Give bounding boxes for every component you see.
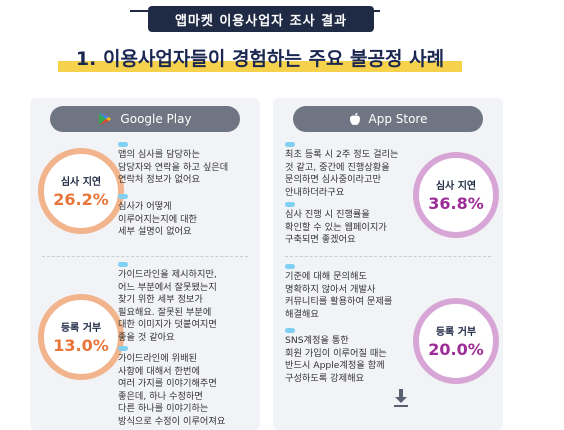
metric-value: 20.0% bbox=[428, 340, 484, 359]
metric-circle: 등록 거부 13.0% bbox=[38, 294, 124, 380]
quote-mark-icon bbox=[285, 264, 295, 269]
store-name: Google Play bbox=[120, 112, 192, 126]
google-play-icon bbox=[99, 113, 112, 125]
metric-label: 등록 거부 bbox=[435, 327, 477, 338]
quote-text: 가이드라인을 제시하지만, 어느 부분에서 잘못됐는지 찾기 위한 세부 정보가… bbox=[118, 269, 217, 343]
metric-label: 심사 지연 bbox=[60, 177, 102, 188]
quote-text: 최초 등록 시 2주 정도 걸리는 것 같고, 중간에 진행상황을 문의하면 심… bbox=[285, 149, 399, 198]
apple-icon bbox=[349, 112, 360, 125]
quote: 가이드라인에 위배된 사항에 대해서 한번에 여러 가지를 이야기해주면 좋은데… bbox=[118, 346, 225, 428]
quote-mark-icon bbox=[118, 262, 128, 267]
metric-label: 심사 지연 bbox=[435, 181, 477, 192]
quote-mark-icon bbox=[285, 142, 295, 147]
title-highlight bbox=[58, 61, 462, 72]
google-play-panel: Google Play 심사 지연 26.2% 앱의 심사를 담당하는 담당자와… bbox=[30, 98, 260, 430]
quote: 앱의 심사를 담당하는 담당자와 연락을 하고 싶은데 연락처 정보가 없어요 bbox=[118, 142, 228, 187]
quote-mark-icon bbox=[118, 194, 128, 199]
quote-text: 심사가 어떻게 이루어지는지에 대한 세부 설명이 없어요 bbox=[118, 201, 197, 237]
quote-mark-icon bbox=[285, 328, 295, 333]
quote-mark-icon bbox=[118, 346, 128, 351]
quote-text: 가이드라인에 위배된 사항에 대해서 한번에 여러 가지를 이야기해주면 좋은데… bbox=[118, 353, 226, 427]
metric-circle: 등록 거부 20.0% bbox=[413, 298, 499, 384]
quote: 심사 진행 시 진행률을 확인할 수 있는 웹페이지가 구축되면 좋겠어요 bbox=[285, 202, 387, 247]
report-subtitle: 앱마켓 이용사업자 조사 결과 bbox=[148, 6, 374, 32]
metric-value: 13.0% bbox=[53, 336, 109, 355]
metric-value: 26.2% bbox=[53, 190, 109, 209]
app-store-panel: App Store 최초 등록 시 2주 정도 걸리는 것 같고, 중간에 진행… bbox=[273, 98, 503, 430]
divider bbox=[285, 256, 491, 257]
quote: SNS계정을 통한 회원 가입이 이루어질 때는 반드시 Apple계정을 함께… bbox=[285, 328, 387, 385]
google-play-header: Google Play bbox=[50, 106, 240, 132]
page-title-text: 1. 이용사업자들이 경험하는 주요 불공정 사례 bbox=[75, 47, 445, 70]
quote: 최초 등록 시 2주 정도 걸리는 것 같고, 중간에 진행상황을 문의하면 심… bbox=[285, 142, 398, 199]
quote: 심사가 어떻게 이루어지는지에 대한 세부 설명이 없어요 bbox=[118, 194, 197, 239]
download-arrow-icon[interactable] bbox=[393, 388, 409, 408]
quote: 가이드라인을 제시하지만, 어느 부분에서 잘못됐는지 찾기 위한 세부 정보가… bbox=[118, 262, 217, 344]
quote: 기준에 대해 문의해도 명확하지 않아서 개발사 커뮤니티를 활용하여 문제를 … bbox=[285, 264, 392, 321]
metric-circle: 심사 지연 26.2% bbox=[38, 148, 124, 234]
quote-mark-icon bbox=[285, 202, 295, 207]
quote-text: SNS계정을 통한 회원 가입이 이루어질 때는 반드시 Apple계정을 함께… bbox=[285, 335, 387, 384]
metric-label: 등록 거부 bbox=[60, 323, 102, 334]
quote-text: 기준에 대해 문의해도 명확하지 않아서 개발사 커뮤니티를 활용하여 문제를 … bbox=[285, 271, 393, 320]
metric-value: 36.8% bbox=[428, 194, 484, 213]
store-name: App Store bbox=[368, 112, 428, 126]
app-store-header: App Store bbox=[293, 106, 483, 132]
metric-circle: 심사 지연 36.8% bbox=[413, 152, 499, 238]
quote-text: 앱의 심사를 담당하는 담당자와 연락을 하고 싶은데 연락처 정보가 없어요 bbox=[118, 149, 229, 185]
quote-text: 심사 진행 시 진행률을 확인할 수 있는 웹페이지가 구축되면 좋겠어요 bbox=[285, 209, 387, 245]
divider bbox=[42, 256, 248, 257]
page-title: 1. 이용사업자들이 경험하는 주요 불공정 사례 bbox=[40, 40, 480, 74]
quote-mark-icon bbox=[118, 142, 128, 147]
